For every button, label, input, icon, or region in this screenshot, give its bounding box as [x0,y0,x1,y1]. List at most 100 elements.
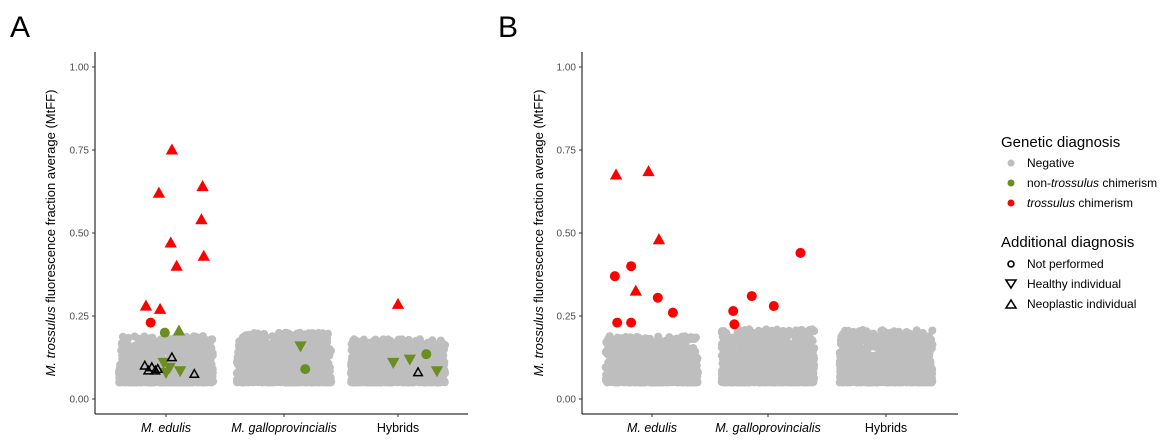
negative-point [116,375,125,384]
negative-point [202,337,211,346]
panel-b-y-axis-label: M. trossulus fluorescence fraction avera… [531,90,546,377]
negative-point [156,335,165,344]
negative-point [141,337,150,346]
negative-point [659,351,668,360]
negative-point [280,339,289,348]
negative-point [753,331,762,340]
negative-point [385,338,394,347]
negative-point [248,362,257,371]
panel-a-y-axis-label-rest: fluorescence fraction average (MtFF) [43,90,58,307]
panel-b: B M. trossulus fluorescence fraction ave… [498,11,958,435]
panel-a-y-tick-label: 0.75 [70,146,90,157]
negative-point [380,371,389,380]
data-point [159,327,170,338]
negative-point [170,371,179,380]
negative-point [810,374,819,383]
negative-point [762,325,771,334]
negative-point [742,374,751,383]
panel-a-category-label: M. edulis [141,421,191,435]
negative-point [309,354,318,363]
data-point [170,259,183,271]
negative-point [207,352,216,361]
negative-point [237,363,246,372]
negative-point [361,358,370,367]
panel-a: A M. trossulus fluorescence fraction ave… [10,11,468,435]
negative-point [793,378,802,387]
negative-point [176,338,184,347]
panel-b-y-tick-label: 1.00 [557,63,577,74]
panel-b-y-axis-label-italic: M. trossulus [531,306,546,377]
panel-a-y-axis-label-italic: M. trossulus [43,306,58,377]
negative-point [615,347,624,356]
negative-point [731,333,739,342]
negative-point [763,353,772,362]
negative-point [204,368,213,377]
negative-point [798,353,807,362]
negative-point [718,327,726,336]
data-point [421,349,432,360]
negative-point [260,350,269,359]
negative-point [794,336,803,345]
negative-point [686,377,694,386]
negative-point [409,345,417,354]
negative-point [404,335,413,344]
negative-point [723,357,732,366]
negative-point [809,358,818,367]
panel-b-y-axis-label-rest: fluorescence fraction average (MtFF) [531,90,546,307]
negative-point [402,375,411,384]
negative-point [389,376,398,385]
data-point [164,236,177,248]
negative-point [120,353,129,362]
negative-point [304,377,313,386]
negative-point [183,338,192,346]
negative-point [376,363,385,372]
negative-point [635,369,644,377]
panel-b-y-tick-label: 0.75 [557,146,577,157]
panel-a-category-label: Hybrids [377,421,419,435]
negative-point [127,345,136,354]
data-point [139,299,153,311]
negative-point [632,335,641,344]
data-point [197,249,210,261]
negative-point [282,347,291,356]
negative-point [742,330,751,339]
negative-point [320,346,329,355]
negative-point [308,329,317,338]
negative-point [372,375,381,384]
panel-b-category-label: Hybrids [865,421,907,435]
negative-point [143,352,152,360]
negative-point [272,346,281,355]
negative-point [737,347,746,356]
negative-point [738,362,747,371]
negative-point [193,335,201,344]
negative-point [751,367,760,376]
negative-point [435,378,444,387]
negative-point [805,326,814,334]
negative-point [398,337,406,346]
negative-point [604,358,613,367]
panel-letter-b: B [498,11,518,44]
negative-point [664,377,673,386]
negative-point [326,376,335,385]
panel-a-plot: 0.000.250.500.751.00M. edulis M. gallopro… [70,52,468,435]
panel-a-category-label: M. galloprovincialis [231,421,337,435]
negative-point [279,357,287,366]
negative-point [300,354,309,363]
negative-point [122,368,130,377]
negative-point [646,352,655,361]
negative-point [183,365,192,374]
negative-point [679,346,688,355]
negative-point [205,378,214,387]
negative-point [150,337,159,346]
negative-point [430,350,439,359]
panel-b-y-tick-label: 0.00 [557,395,577,406]
negative-point [623,370,632,379]
negative-point [439,352,447,361]
negative-point [189,350,198,359]
negative-point [245,353,254,362]
negative-point [244,338,253,347]
panel-a-y-tick-label: 0.00 [70,395,90,406]
panel-b-y-tick-label: 0.25 [557,312,577,323]
negative-point [282,378,291,387]
negative-point [264,358,273,367]
